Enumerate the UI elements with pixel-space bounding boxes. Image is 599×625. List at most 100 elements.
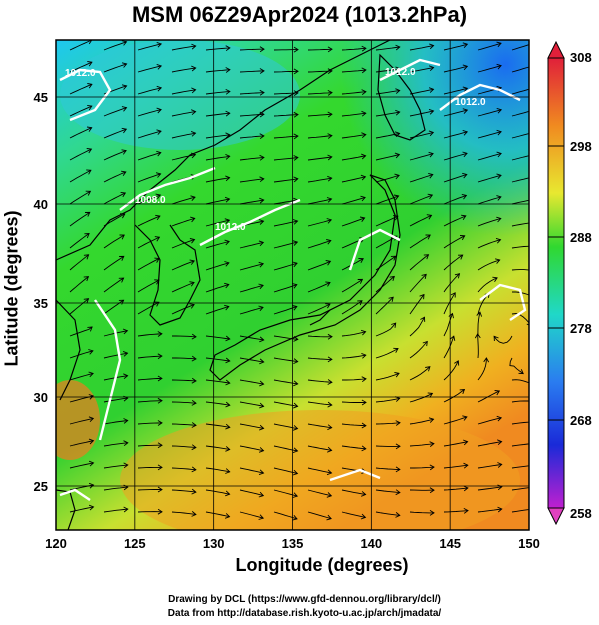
streamline xyxy=(477,131,502,139)
streamline xyxy=(103,128,127,139)
streamline-arrowhead xyxy=(156,41,163,48)
streamline-arrowhead xyxy=(123,440,129,447)
streamline-arrowhead xyxy=(463,439,469,446)
streamline-arrowhead xyxy=(225,45,231,52)
streamline xyxy=(273,445,298,452)
streamline-arrowhead xyxy=(292,492,299,498)
streamline-arrowhead xyxy=(496,41,502,48)
streamline xyxy=(409,45,434,51)
streamline xyxy=(409,153,434,161)
streamline-arrowhead xyxy=(191,355,197,362)
streamline-arrowhead xyxy=(190,130,197,137)
streamline xyxy=(307,401,332,406)
streamline xyxy=(443,389,465,403)
streamline xyxy=(477,259,500,271)
streamline-arrowhead xyxy=(357,300,363,306)
streamline-arrowhead xyxy=(391,322,397,328)
x-tick-label: 120 xyxy=(45,536,67,551)
streamline-arrowhead xyxy=(259,197,265,204)
streamline-arrowhead xyxy=(224,261,230,267)
streamline-arrowhead xyxy=(327,133,333,139)
streamline-arrowhead xyxy=(326,469,333,476)
streamline xyxy=(477,239,501,249)
streamline xyxy=(205,401,230,406)
streamline-arrowhead xyxy=(327,175,333,182)
streamline-arrowhead xyxy=(155,214,161,221)
streamline-arrowhead xyxy=(157,397,163,404)
streamline xyxy=(307,240,331,249)
streamline-arrowhead xyxy=(118,277,125,283)
streamline xyxy=(477,417,502,425)
streamline-arrowhead xyxy=(259,336,265,343)
streamline xyxy=(477,174,502,183)
streamline-arrowhead xyxy=(327,333,333,340)
streamline-arrowhead xyxy=(395,109,401,116)
streamline xyxy=(409,341,428,359)
streamline-arrowhead xyxy=(325,260,332,266)
streamline-arrowhead xyxy=(189,303,195,309)
streamline xyxy=(137,333,162,337)
streamline-arrowhead xyxy=(190,195,196,202)
streamline xyxy=(103,277,124,293)
streamline xyxy=(171,379,197,382)
streamline-arrowhead xyxy=(88,438,95,445)
streamline xyxy=(409,366,431,381)
streamline-arrowhead xyxy=(422,340,428,347)
streamline-arrowhead xyxy=(225,175,231,182)
streamline-arrowhead xyxy=(359,216,366,222)
streamline-arrowhead xyxy=(327,446,333,453)
streamline xyxy=(239,263,264,271)
streamline-arrowhead xyxy=(224,196,231,203)
streamline-arrowhead xyxy=(225,490,231,497)
streamline xyxy=(171,282,195,293)
streamline-arrowhead xyxy=(360,195,366,202)
streamline xyxy=(239,489,264,497)
streamline xyxy=(137,194,161,205)
streamline xyxy=(341,279,363,293)
streamline-arrowhead xyxy=(531,220,535,225)
streamline-arrowhead xyxy=(259,68,265,74)
streamline xyxy=(239,156,264,161)
streamline-arrowhead xyxy=(327,424,333,431)
streamline xyxy=(103,397,128,403)
streamline-arrowhead xyxy=(224,513,231,519)
streamline-arrowhead xyxy=(429,43,435,50)
streamline xyxy=(239,199,264,205)
streamline-arrowhead xyxy=(361,422,367,429)
streamline xyxy=(511,66,529,73)
streamline xyxy=(375,296,394,315)
streamline xyxy=(205,241,230,249)
streamline-arrowhead xyxy=(157,353,163,360)
streamline xyxy=(205,91,230,95)
streamline xyxy=(69,417,94,425)
streamline-arrowhead xyxy=(157,331,163,337)
streamline xyxy=(409,110,434,117)
map-grid xyxy=(56,40,529,530)
streamline xyxy=(409,234,431,249)
streamline xyxy=(273,511,298,520)
streamline-arrowhead xyxy=(123,418,129,424)
streamline xyxy=(69,212,91,227)
streamline-arrowhead xyxy=(462,64,469,71)
streamline-arrowhead xyxy=(157,486,163,493)
streamline xyxy=(512,291,529,296)
streamline-arrowhead xyxy=(189,259,195,265)
streamline-arrowhead xyxy=(462,42,469,49)
streamline xyxy=(273,70,299,73)
streamline-arrowhead xyxy=(327,111,333,118)
streamline-arrowhead xyxy=(119,255,125,261)
streamline-arrowhead xyxy=(518,369,524,375)
streamline xyxy=(273,114,299,117)
y-tick-label: 45 xyxy=(34,90,48,105)
streamline xyxy=(205,467,230,473)
streamline xyxy=(307,467,332,474)
streamline xyxy=(409,418,434,425)
streamline xyxy=(273,178,298,183)
streamline xyxy=(103,150,127,161)
streamline xyxy=(375,132,400,139)
streamline xyxy=(103,171,126,183)
streamline-arrowhead xyxy=(258,283,264,290)
streamline xyxy=(307,92,333,95)
streamline xyxy=(307,282,331,293)
